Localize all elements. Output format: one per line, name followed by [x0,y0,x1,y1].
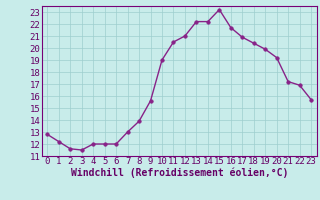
X-axis label: Windchill (Refroidissement éolien,°C): Windchill (Refroidissement éolien,°C) [70,168,288,178]
